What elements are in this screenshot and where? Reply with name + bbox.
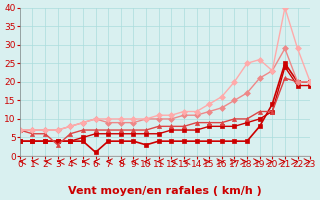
X-axis label: Vent moyen/en rafales ( km/h ): Vent moyen/en rafales ( km/h ) xyxy=(68,186,262,196)
